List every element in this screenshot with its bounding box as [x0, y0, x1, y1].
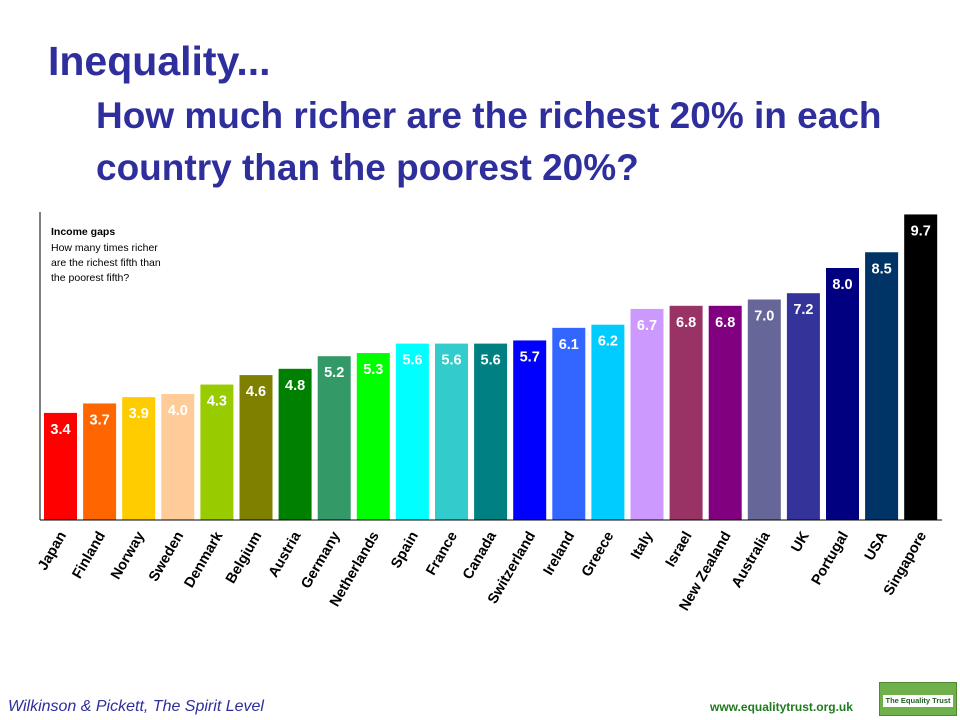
value-label-greece: 6.2	[598, 334, 618, 350]
value-label-germany: 5.2	[324, 365, 344, 381]
bar-denmark	[200, 384, 234, 520]
value-label-usa: 8.5	[872, 261, 892, 277]
value-label-israel: 6.8	[676, 315, 696, 331]
value-label-france: 5.6	[441, 353, 461, 369]
value-label-norway: 3.9	[129, 406, 149, 422]
value-label-japan: 3.4	[50, 422, 70, 438]
value-label-netherlands: 5.3	[363, 362, 383, 378]
bar-japan	[44, 412, 77, 520]
bar-new-zealand	[708, 305, 742, 520]
x-tick-label-uk: UK	[789, 529, 814, 556]
value-label-singapore: 9.7	[911, 223, 931, 239]
bar-canada	[474, 343, 508, 520]
bar-norway	[122, 397, 156, 520]
bar-greece	[591, 324, 625, 520]
x-tick-label-israel: Israel	[663, 529, 696, 570]
bar-portugal	[826, 268, 859, 520]
value-label-australia: 7.0	[754, 309, 774, 325]
bar-usa	[865, 252, 899, 520]
title-line-2: How much richer are the richest 20% in e…	[96, 95, 882, 188]
bar-belgium	[239, 375, 273, 520]
bar-switzerland	[513, 340, 547, 520]
bar-finland	[83, 403, 117, 520]
value-label-austria: 4.8	[285, 378, 305, 394]
x-tick-label-germany: Germany	[298, 529, 343, 591]
x-tick-label-canada: Canada	[460, 528, 501, 582]
x-tick-label-australia: Australia	[729, 528, 774, 591]
x-tick-label-ireland: Ireland	[541, 529, 579, 578]
value-labels-group: 3.4 3.7 3.9 4.0 4.3 4.6 4.8 5.2 5.3 5.6 5.6 5.6 5.7 6…	[50, 223, 930, 437]
bar-austria	[278, 368, 312, 520]
bars-group	[44, 214, 938, 520]
chart-box-line-3: the poorest fifth?	[51, 272, 129, 284]
x-tick-label-japan: Japan	[35, 529, 70, 573]
bar-ireland	[552, 327, 586, 520]
bar-italy	[630, 308, 664, 520]
x-tick-label-greece: Greece	[579, 529, 617, 580]
x-tick-label-austria: Austria	[266, 528, 305, 580]
value-label-ireland: 6.1	[559, 337, 579, 353]
bar-uk	[786, 293, 820, 520]
x-tick-label-usa: USA	[862, 529, 891, 564]
bar-sweden	[161, 394, 195, 520]
value-label-switzerland: 5.7	[520, 349, 540, 365]
value-label-belgium: 4.6	[246, 384, 266, 400]
x-tick-label-spain: Spain	[388, 529, 422, 571]
bar-spain	[395, 343, 429, 520]
chart-box-line-2: are the richest fifth than	[51, 257, 161, 269]
value-label-denmark: 4.3	[207, 394, 227, 410]
value-label-new-zealand: 6.8	[715, 315, 735, 331]
value-label-uk: 7.2	[793, 302, 813, 318]
logo-text: The Equality Trust	[883, 695, 953, 707]
x-tick-label-finland: Finland	[69, 529, 109, 582]
x-tick-label-sweden: Sweden	[146, 529, 187, 584]
value-label-canada: 5.6	[481, 353, 501, 369]
chart-box-line-1: How many times richer	[51, 242, 158, 254]
equality-trust-logo: The Equality Trust	[879, 682, 957, 716]
income-gap-bar-chart: 3.4 3.7 3.9 4.0 4.3 4.6 4.8 5.2 5.3 5.6 5.6 5.6 5.7 6…	[35, 212, 942, 614]
bar-israel	[669, 305, 703, 520]
x-tick-label-norway: Norway	[108, 529, 148, 582]
title-line-1: Inequality...	[48, 38, 271, 84]
x-tick-label-belgium: Belgium	[223, 529, 265, 587]
value-label-finland: 3.7	[90, 412, 110, 428]
source-citation: Wilkinson & Pickett, The Spirit Level	[8, 698, 264, 715]
value-label-spain: 5.6	[402, 353, 422, 369]
x-tick-label-france: France	[423, 529, 461, 578]
x-tick-label-denmark: Denmark	[181, 528, 226, 591]
value-label-italy: 6.7	[637, 318, 657, 334]
value-label-portugal: 8.0	[832, 277, 852, 293]
bar-australia	[747, 299, 781, 520]
bar-netherlands	[356, 353, 390, 520]
bar-germany	[317, 356, 351, 520]
chart-box-title: Income gaps	[51, 226, 115, 238]
bar-france	[435, 343, 468, 520]
website-link[interactable]: www.equalitytrust.org.uk	[710, 700, 853, 714]
bar-singapore	[904, 214, 938, 520]
value-label-sweden: 4.0	[168, 403, 188, 419]
x-tick-label-portugal: Portugal	[809, 529, 852, 588]
x-tick-label-italy: Italy	[628, 529, 656, 562]
